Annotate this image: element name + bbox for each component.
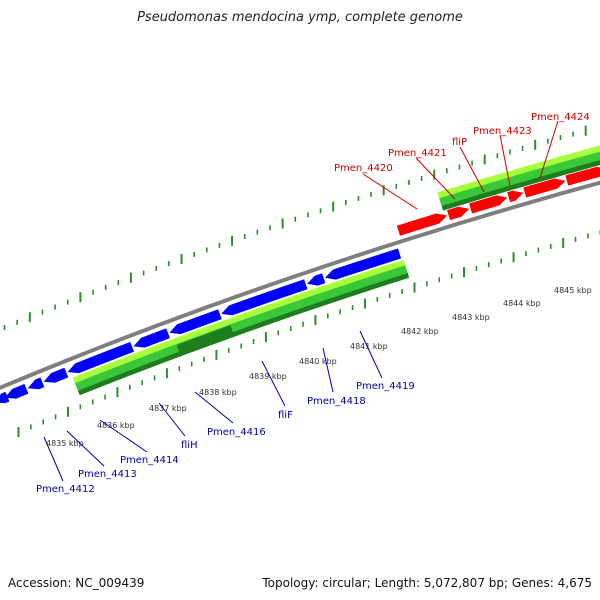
- gene-arrow: [565, 166, 600, 186]
- leader-line: [43, 436, 64, 482]
- gene-arrow: [27, 377, 45, 390]
- feature-band: [72, 259, 406, 384]
- feature-band-upper: [437, 145, 600, 211]
- feature-band: [441, 159, 600, 211]
- leader-line: [359, 330, 383, 379]
- leader-line: [415, 157, 456, 200]
- gene-label-minus[interactable]: Pmen_4418: [307, 396, 366, 407]
- genome-backbone: [0, 180, 600, 390]
- upper-tick-track: [3, 125, 587, 331]
- topology-summary: Topology: circular; Length: 5,072,807 bp…: [262, 576, 592, 590]
- tick-label: 4844 kbp: [503, 299, 541, 308]
- feature-band: [74, 265, 408, 391]
- leader-line: [158, 402, 186, 437]
- gene-arrow: [133, 328, 170, 348]
- gene-label-minus[interactable]: fliH: [181, 440, 198, 451]
- gene-arrow: [396, 213, 448, 236]
- gene-label-minus[interactable]: Pmen_4419: [356, 381, 415, 392]
- gene-label-plus[interactable]: Pmen_4421: [388, 148, 447, 159]
- plus-gene-labels: Pmen_4420 Pmen_4421 fliP Pmen_4423 Pmen_…: [334, 112, 590, 210]
- gene-arrow: [169, 309, 222, 335]
- gene-label-minus[interactable]: Pmen_4414: [120, 455, 179, 466]
- gene-arrow: [469, 195, 508, 214]
- tick-label: 4837 kbp: [149, 404, 187, 413]
- gene-label-minus[interactable]: Pmen_4416: [207, 427, 266, 438]
- feature-band: [437, 145, 600, 199]
- leader-line: [99, 419, 148, 453]
- tick-label: 4835 kbp: [46, 439, 84, 448]
- accession-text: Accession: NC_009439: [8, 576, 145, 590]
- gene-arrow: [221, 279, 308, 316]
- gene-arrow: [307, 273, 326, 286]
- gene-label-minus[interactable]: Pmen_4413: [78, 469, 137, 480]
- tick-label: 4838 kbp: [199, 388, 237, 397]
- leader-line: [539, 120, 559, 179]
- minus-gene-labels: Pmen_4412 Pmen_4413 Pmen_4414 fliH Pmen_…: [36, 330, 415, 495]
- plus-strand-genes: [396, 166, 600, 236]
- leader-line: [66, 430, 105, 467]
- gene-label-minus[interactable]: Pmen_4412: [36, 484, 95, 495]
- gene-arrow: [447, 206, 470, 221]
- leader-line: [499, 134, 511, 187]
- feature-band: [176, 325, 234, 354]
- gene-label-plus[interactable]: Pmen_4423: [473, 126, 532, 137]
- feature-band: [77, 272, 410, 396]
- map-title: Pseudomonas mendocina ymp, complete geno…: [137, 10, 463, 25]
- gene-arrow: [324, 248, 402, 280]
- lower-tick-track: [17, 229, 600, 438]
- gene-arrow: [507, 190, 524, 203]
- gene-label-minus[interactable]: fliF: [278, 410, 293, 421]
- feature-band: [439, 151, 600, 206]
- gene-arrow: [67, 341, 135, 374]
- tick-label: 4839 kbp: [249, 372, 287, 381]
- leader-line: [261, 360, 286, 407]
- gene-arrow: [4, 383, 29, 399]
- tick-labels: 4835 kbp 4836 kbp 4837 kbp 4838 kbp 4839…: [46, 286, 592, 448]
- gene-label-plus[interactable]: fliP: [452, 137, 467, 148]
- tick-label: 4843 kbp: [452, 313, 490, 322]
- tick-label: 4836 kbp: [97, 421, 135, 430]
- gene-label-plus[interactable]: Pmen_4424: [531, 112, 590, 123]
- tick-label: 4845 kbp: [554, 286, 592, 295]
- leader-line: [362, 173, 418, 210]
- leader-line: [459, 146, 485, 193]
- gene-arrow: [43, 367, 69, 383]
- tick-label: 4841 kbp: [350, 342, 388, 351]
- leader-line: [322, 347, 334, 393]
- minus-strand-genes: [0, 248, 402, 404]
- gene-arrow: [523, 178, 566, 198]
- tick-label: 4840 kbp: [299, 357, 337, 366]
- tick-label: 4842 kbp: [401, 327, 439, 336]
- feature-band-lower: [72, 259, 410, 396]
- gene-label-plus[interactable]: Pmen_4420: [334, 163, 393, 174]
- leader-line: [194, 391, 234, 424]
